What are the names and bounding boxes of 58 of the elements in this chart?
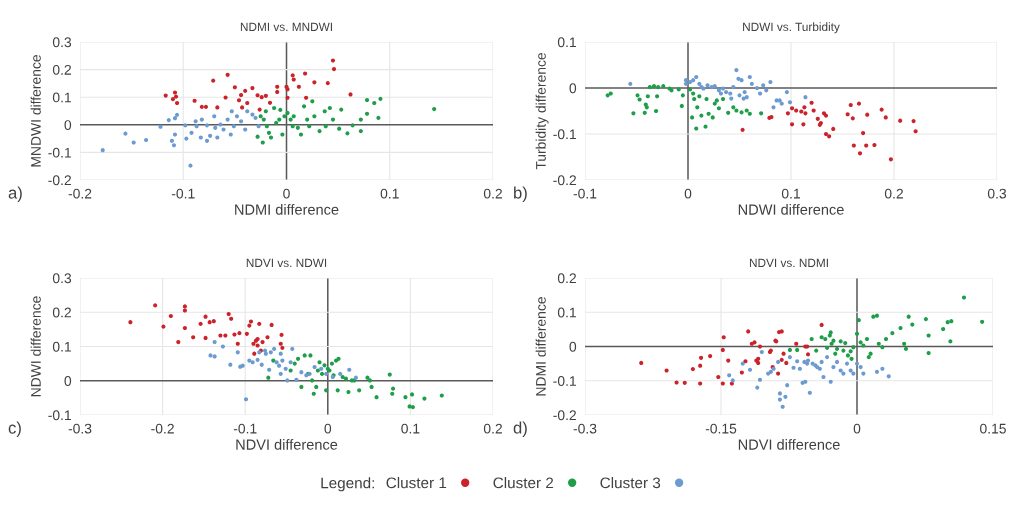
x-tick-label: 0.1 bbox=[781, 188, 800, 199]
y-tick-label: -0.1 bbox=[48, 410, 71, 421]
y-tick-label: 0 bbox=[64, 120, 72, 130]
x-tick-label: 0.15 bbox=[980, 423, 1006, 434]
chart-title: NDVI vs. NDMI bbox=[749, 258, 828, 268]
legend-label: Cluster 1 bbox=[386, 477, 447, 489]
x-tick-label: 0 bbox=[853, 423, 861, 434]
y-tick-label: 0.3 bbox=[52, 37, 72, 48]
text: c) bbox=[8, 421, 21, 437]
y-tick-label: 0 bbox=[569, 341, 577, 352]
x-axis-title: NDMI difference bbox=[235, 204, 339, 215]
x-tick-label: 0.1 bbox=[401, 423, 420, 434]
y-axis-title: NDMI difference bbox=[535, 297, 546, 396]
x-axis-title: NDWI difference bbox=[738, 204, 844, 215]
x-tick-label: -0.1 bbox=[171, 188, 195, 199]
text: b) bbox=[514, 186, 527, 202]
y-axis-title: MNDWI difference bbox=[30, 55, 41, 167]
y-tick-label: 0.1 bbox=[52, 92, 71, 103]
chart-title: NDMI vs. MNDWI bbox=[240, 22, 332, 32]
x-tick-label: 0 bbox=[324, 423, 332, 434]
x-tick-label: 0.2 bbox=[483, 423, 502, 434]
x-tick-label: 0 bbox=[684, 188, 692, 199]
x-tick-label: -0.2 bbox=[151, 423, 174, 434]
y-tick-label: -0.1 bbox=[48, 147, 71, 158]
y-tick-label: 0.2 bbox=[52, 64, 71, 75]
y-tick-label: -0.2 bbox=[553, 175, 576, 186]
y-tick-label: -0.2 bbox=[48, 175, 71, 186]
y-tick-label: 0.2 bbox=[52, 307, 71, 318]
y-tick-label: 0 bbox=[569, 83, 577, 94]
y-tick-label: 0.1 bbox=[52, 341, 71, 352]
x-tick-label: -0.3 bbox=[68, 423, 92, 434]
x-axis-title: NDVI difference bbox=[738, 439, 840, 450]
text: a) bbox=[8, 186, 22, 202]
x-tick-label: 0 bbox=[283, 188, 290, 199]
text: d) bbox=[513, 421, 527, 437]
x-tick-label: 0.3 bbox=[987, 188, 1007, 199]
x-tick-label: -0.15 bbox=[705, 423, 737, 434]
y-tick-label: -0.1 bbox=[553, 129, 576, 140]
x-tick-label: -0.3 bbox=[573, 423, 597, 434]
y-tick-label: 0.2 bbox=[557, 273, 576, 284]
chart-title: NDWI vs. Turbidity bbox=[743, 22, 840, 34]
chart-title: NDVI vs. NDWI bbox=[246, 258, 327, 268]
x-tick-label: -0.1 bbox=[233, 423, 257, 434]
legend-label: Cluster 2 bbox=[493, 477, 554, 489]
y-axis-title: Turbidity difference bbox=[535, 52, 549, 170]
x-tick-label: 0.1 bbox=[380, 188, 399, 199]
y-tick-label: 0.1 bbox=[557, 37, 576, 48]
legend-label: Cluster 3 bbox=[600, 477, 661, 489]
y-tick-label: 0 bbox=[64, 376, 72, 386]
legend-title: Legend: bbox=[321, 477, 374, 492]
y-tick-label: 0.3 bbox=[52, 273, 72, 284]
y-tick-label: -0.2 bbox=[553, 410, 576, 421]
y-tick-label: 0.1 bbox=[557, 307, 576, 318]
y-tick-label: -0.1 bbox=[553, 376, 576, 386]
x-axis-title: NDVI difference bbox=[236, 439, 338, 450]
x-tick-label: 0.2 bbox=[483, 188, 502, 199]
x-tick-label: 0.2 bbox=[884, 188, 903, 199]
y-axis-title: NDWI difference bbox=[30, 296, 41, 397]
